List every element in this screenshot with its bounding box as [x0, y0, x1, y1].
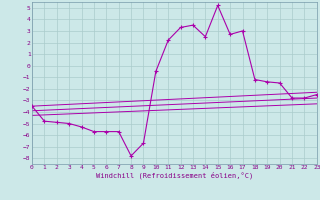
X-axis label: Windchill (Refroidissement éolien,°C): Windchill (Refroidissement éolien,°C): [96, 172, 253, 179]
